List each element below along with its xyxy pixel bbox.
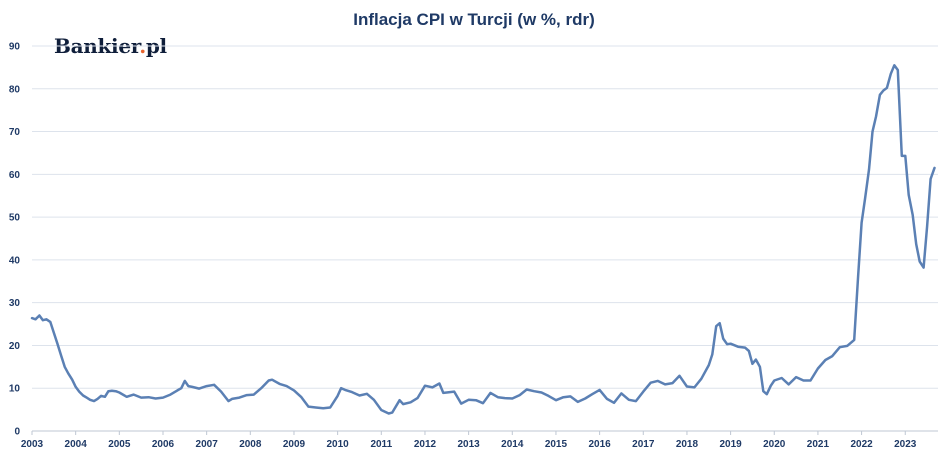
y-tick-label: 50: [9, 213, 21, 224]
x-tick-label: 2006: [152, 439, 175, 450]
x-tick-label: 2015: [545, 439, 568, 450]
x-tick-label: 2017: [632, 439, 655, 450]
x-tick-label: 2018: [676, 439, 699, 450]
y-tick-label: 90: [9, 42, 21, 53]
x-tick-label: 2009: [283, 439, 306, 450]
chart-title: Inflacja CPI w Turcji (w %, rdr): [353, 10, 595, 29]
x-tick-label: 2004: [65, 439, 88, 450]
y-tick-label: 0: [14, 427, 20, 438]
x-tick-label: 2012: [414, 439, 437, 450]
y-tick-label: 30: [9, 298, 21, 309]
x-tick-label: 2008: [239, 439, 262, 450]
y-tick-label: 80: [9, 84, 21, 95]
y-tick-label: 40: [9, 255, 21, 266]
x-tick-label: 2020: [763, 439, 786, 450]
y-tick-label: 10: [9, 384, 21, 395]
y-tick-label: 60: [9, 170, 21, 181]
y-tick-label: 20: [9, 341, 21, 352]
x-tick-label: 2022: [850, 439, 873, 450]
y-tick-label: 70: [9, 127, 21, 138]
x-tick-label: 2023: [894, 439, 917, 450]
x-tick-label: 2016: [588, 439, 611, 450]
x-tick-label: 2005: [108, 439, 131, 450]
x-tick-label: 2013: [458, 439, 481, 450]
x-tick-label: 2010: [327, 439, 350, 450]
x-tick-label: 2019: [719, 439, 742, 450]
x-tick-label: 2014: [501, 439, 524, 450]
x-tick-label: 2021: [807, 439, 830, 450]
x-tick-label: 2011: [370, 439, 392, 450]
x-tick-label: 2007: [196, 439, 219, 450]
x-tick-label: 2003: [21, 439, 44, 450]
series-line-0: [30, 64, 936, 415]
